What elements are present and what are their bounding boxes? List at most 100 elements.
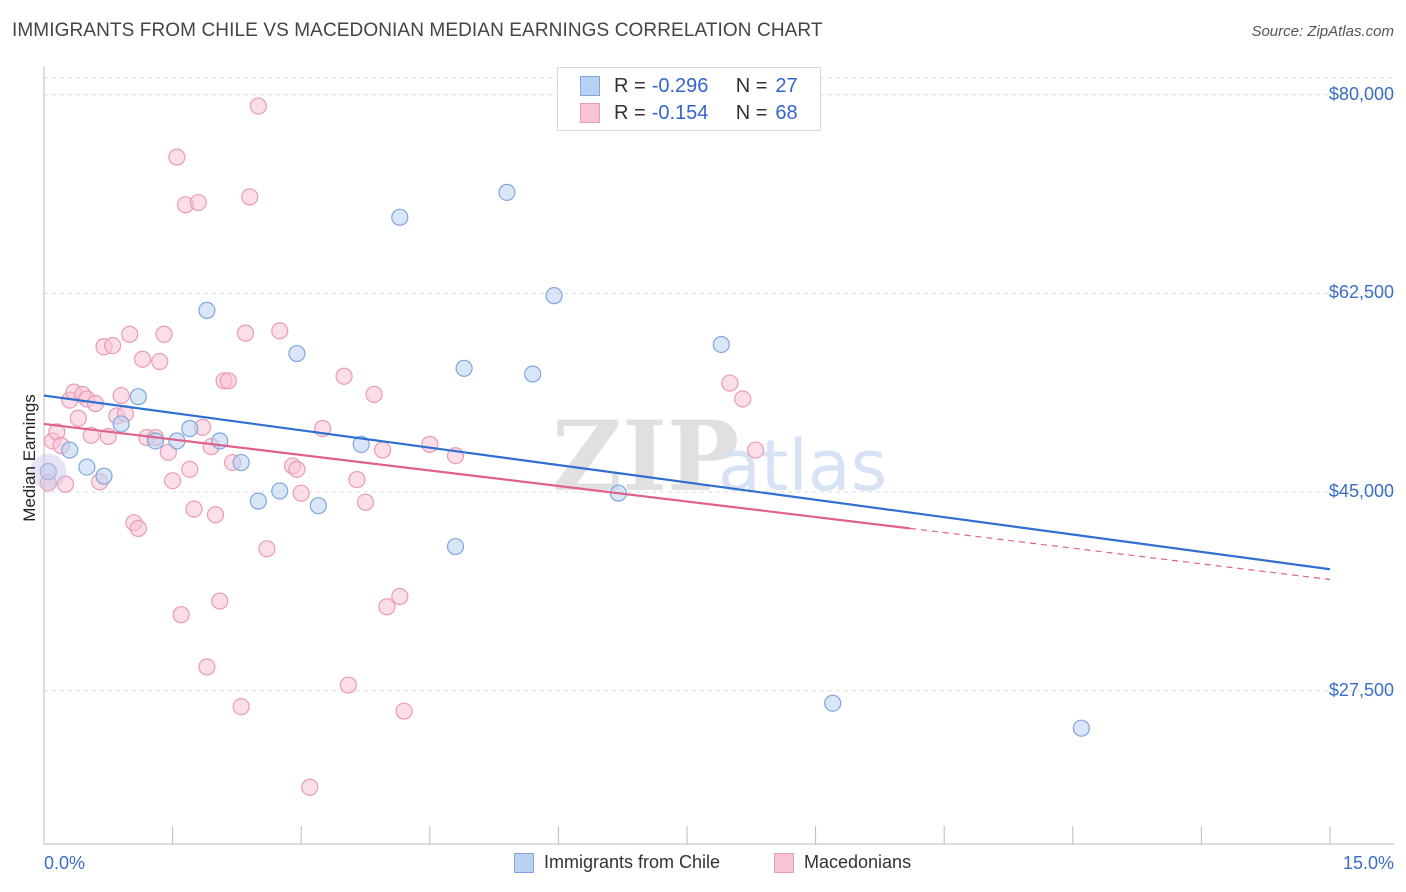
legend-n-value-chile: 27 (775, 74, 798, 97)
macedonian-point (56, 475, 75, 493)
chile-point (309, 497, 327, 515)
chile-point (446, 537, 465, 556)
chile-point (498, 183, 516, 201)
macedonian-point (198, 658, 216, 676)
macedonian-point (288, 460, 306, 478)
macedonian-point (129, 519, 147, 537)
chile-point (112, 415, 130, 433)
y-tick-label: $62,500 (1328, 282, 1394, 303)
chile-point (129, 388, 147, 406)
legend-r-label: R = (614, 74, 646, 97)
macedonian-point (232, 698, 250, 716)
chile-point (288, 344, 306, 363)
chile-point (249, 492, 267, 510)
macedonian-trend-extension (909, 527, 1331, 581)
chile-point (1072, 719, 1090, 737)
macedonian-point (155, 325, 173, 343)
chile-point (524, 365, 542, 383)
axes (43, 66, 1394, 845)
macedonian-point (734, 390, 752, 408)
y-tick-label: $45,000 (1328, 481, 1394, 502)
macedonian-point (133, 350, 152, 368)
y-tick-label: $80,000 (1328, 83, 1394, 104)
correlation-legend: R = -0.296 N = 27 R = -0.154 N = 68 (557, 67, 821, 131)
legend-r-value-chile: -0.296 (651, 74, 709, 97)
chart-title: IMMIGRANTS FROM CHILE VS MACEDONIAN MEDI… (12, 20, 823, 41)
macedonian-point (365, 385, 383, 404)
bottom-legend-swatch-chile (514, 852, 534, 873)
legend-r-label: R = (614, 101, 646, 124)
macedonian-point (185, 500, 203, 518)
x-tick-label-left: 0.0% (44, 853, 86, 873)
chile-trend-line (43, 394, 1331, 571)
macedonian-point (181, 460, 199, 478)
macedonian-point (374, 441, 392, 459)
macedonian-point (82, 426, 100, 444)
bottom-legend-chile[interactable]: Immigrants from Chile (514, 852, 720, 873)
macedonian-point (335, 367, 353, 385)
chile-point (95, 467, 113, 485)
chile-point (39, 463, 57, 481)
trend-lines (43, 394, 1331, 581)
macedonian-point (241, 188, 259, 206)
macedonian-point (292, 484, 310, 502)
legend-n-value-macedonians: 68 (775, 101, 798, 124)
macedonian-point (211, 592, 229, 610)
macedonian-point (271, 322, 289, 340)
macedonian-point (69, 409, 87, 427)
chile-point (146, 432, 165, 450)
watermark-atlas: atlas (718, 425, 887, 507)
chile-point (712, 335, 730, 354)
legend-row-chile: R = -0.296 N = 27 (580, 73, 798, 99)
macedonian-point (172, 606, 190, 624)
macedonian-point (236, 324, 255, 342)
macedonian-point (112, 386, 130, 405)
macedonian-point (721, 374, 739, 392)
macedonian-point (395, 702, 413, 720)
legend-r-value-macedonians: -0.154 (651, 101, 709, 124)
chile-point (455, 359, 473, 377)
y-tick-label: $27,500 (1328, 679, 1394, 700)
chile-point (232, 453, 250, 472)
macedonian-point (301, 778, 319, 796)
legend-row-macedonians: R = -0.154 N = 68 (580, 100, 798, 126)
macedonian-point (249, 97, 267, 115)
legend-n-label: N = (735, 74, 768, 97)
macedonian-point (121, 325, 139, 343)
bottom-legend-label-chile: Immigrants from Chile (544, 852, 721, 872)
legend-swatch-macedonians (580, 103, 600, 123)
macedonian-point (378, 598, 396, 616)
macedonian-point (159, 443, 177, 461)
macedonian-point (356, 493, 375, 511)
chile-point (61, 441, 79, 459)
macedonian-point (391, 587, 409, 606)
legend-n-label: N = (735, 101, 768, 124)
chile-point (391, 208, 409, 226)
macedonian-point (339, 676, 357, 694)
bottom-legend-swatch-macedonians (774, 852, 794, 873)
macedonian-point (103, 337, 122, 355)
macedonian-point (258, 540, 276, 558)
chile-point (198, 301, 216, 320)
chart-source: Source: ZipAtlas.com (1251, 23, 1394, 40)
watermark-zip: ZIP (552, 400, 739, 513)
bottom-legend-label-macedonians: Macedonians (804, 852, 912, 872)
macedonian-point (219, 372, 237, 390)
macedonian-point (421, 435, 439, 453)
legend-swatch-chile (580, 76, 600, 96)
watermark: ZIP atlas (552, 400, 887, 513)
macedonian-point (151, 352, 169, 371)
macedonian-point (168, 148, 186, 166)
macedonian-point (348, 470, 366, 489)
grid-lines (44, 77, 1394, 692)
bottom-legend-macedonians[interactable]: Macedonians (774, 852, 911, 873)
chile-point (181, 419, 199, 438)
chile-point (271, 482, 289, 500)
macedonian-point (164, 472, 182, 490)
macedonian-point (746, 441, 765, 459)
chile-point-cluster (30, 453, 67, 490)
macedonian-point (189, 193, 207, 212)
y-axis-label: Median Earnings (20, 394, 39, 522)
x-tick-label-right: 15.0% (1342, 853, 1394, 873)
